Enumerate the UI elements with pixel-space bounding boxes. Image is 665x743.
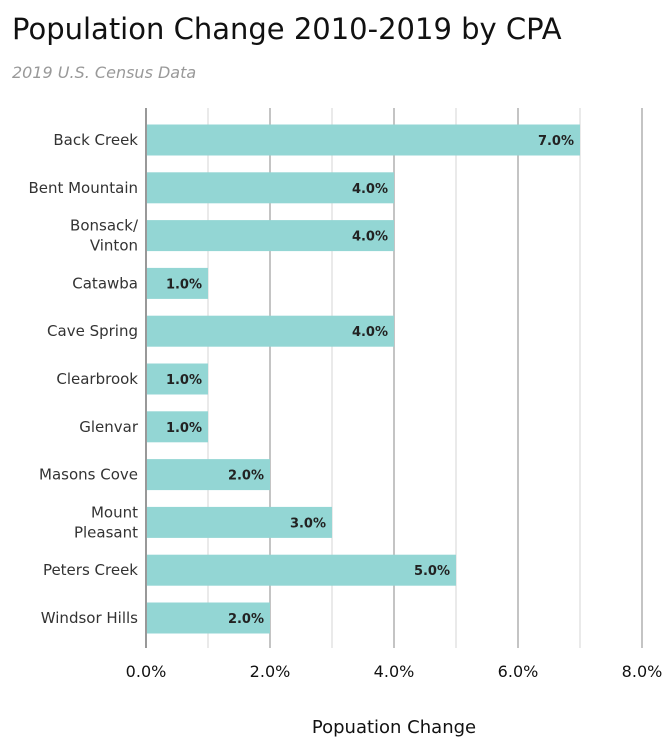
bar [147,220,394,252]
category-label: Windsor Hills [41,609,138,627]
bar [147,554,456,586]
category-label: Glenvar [79,418,139,436]
x-tick-label: 4.0% [374,662,415,681]
data-label: 7.0% [538,134,574,149]
category-label: Cave Spring [47,322,138,340]
grid-lines [145,108,643,648]
x-tick-label: 0.0% [126,662,167,681]
category-label: Bent Mountain [28,179,138,197]
x-tick-label: 2.0% [250,662,291,681]
bar [147,315,394,347]
data-label: 1.0% [166,277,202,292]
bar [147,506,332,538]
x-tick-label: 8.0% [622,662,663,681]
bar [147,172,394,204]
bar [147,363,208,395]
data-label: 4.0% [352,182,388,197]
data-label: 2.0% [228,469,264,484]
data-label: 2.0% [228,612,264,627]
data-label: 3.0% [290,516,326,531]
data-label: 4.0% [352,325,388,340]
labels: 0.0% 2.0% 4.0% 6.0% 8.0% Back Creek 7.0% Bent M… [28,131,662,681]
bar [147,411,208,443]
category-label: Back Creek [53,131,138,149]
data-label: 5.0% [414,564,450,579]
chart-subtitle: 2019 U.S. Census Data [12,63,197,82]
category-label: Masons Cove [39,466,138,484]
x-axis-title: Popuation Change [312,717,476,738]
category-label: Clearbrook [56,370,138,388]
category-label: Bonsack/Vinton [70,217,139,255]
bar [147,124,580,156]
chart-title: Population Change 2010-2019 by CPA [12,12,562,46]
x-tick-label: 6.0% [498,662,539,681]
data-label: 1.0% [166,421,202,436]
category-label: Catawba [72,274,138,292]
data-label: 4.0% [352,230,388,245]
bars [147,124,580,634]
category-label: Mount Pleasant [74,503,138,541]
bar [147,459,270,491]
bar [147,602,270,634]
category-label: Peters Creek [43,561,138,579]
data-label: 1.0% [166,373,202,388]
bar [147,267,208,299]
